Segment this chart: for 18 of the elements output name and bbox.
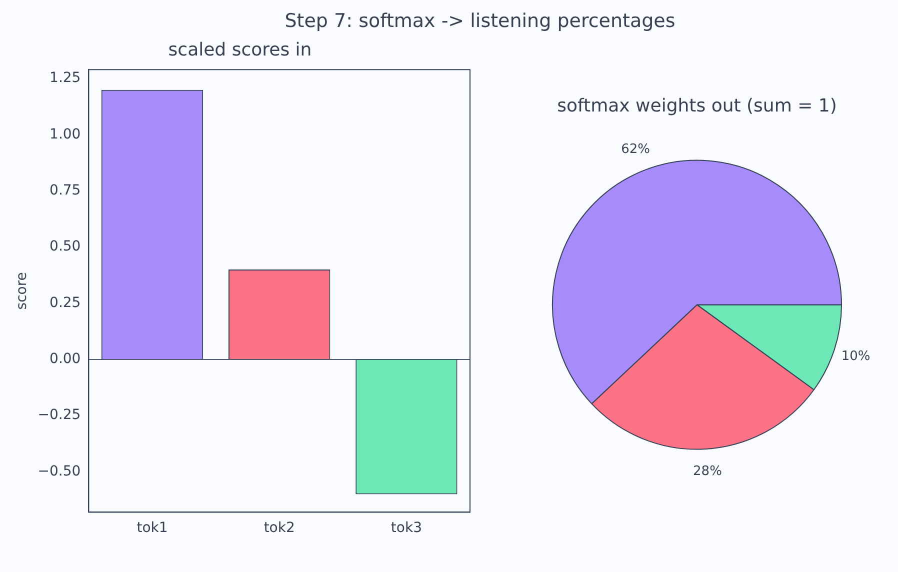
y-tick-label: 0.50 [50,238,81,255]
data-label: 10% [841,348,870,364]
y-tick-label: 1.25 [50,70,81,86]
chart-subtitle: scaled scores in [168,39,312,60]
data-label: 62% [621,142,650,157]
y-tick-label: 1.00 [50,126,81,142]
x-tick-label: tok3 [390,520,422,536]
y-tick-label: −0.25 [38,407,81,424]
y-tick-label: 0.25 [50,294,81,311]
data-label: 28% [693,464,722,479]
x-tick-label: tok2 [264,520,295,536]
y-tick-label: 0.75 [50,182,81,199]
y-tick-label: 0.00 [50,351,81,368]
x-tick-label: tok1 [136,520,168,536]
y-axis-title: score [14,272,30,310]
y-tick-label: −0.50 [38,463,81,480]
chart-title: softmax weights out (sum = 1) [557,95,837,116]
chart-title: Step 7: softmax -> listening percentages [284,10,676,32]
